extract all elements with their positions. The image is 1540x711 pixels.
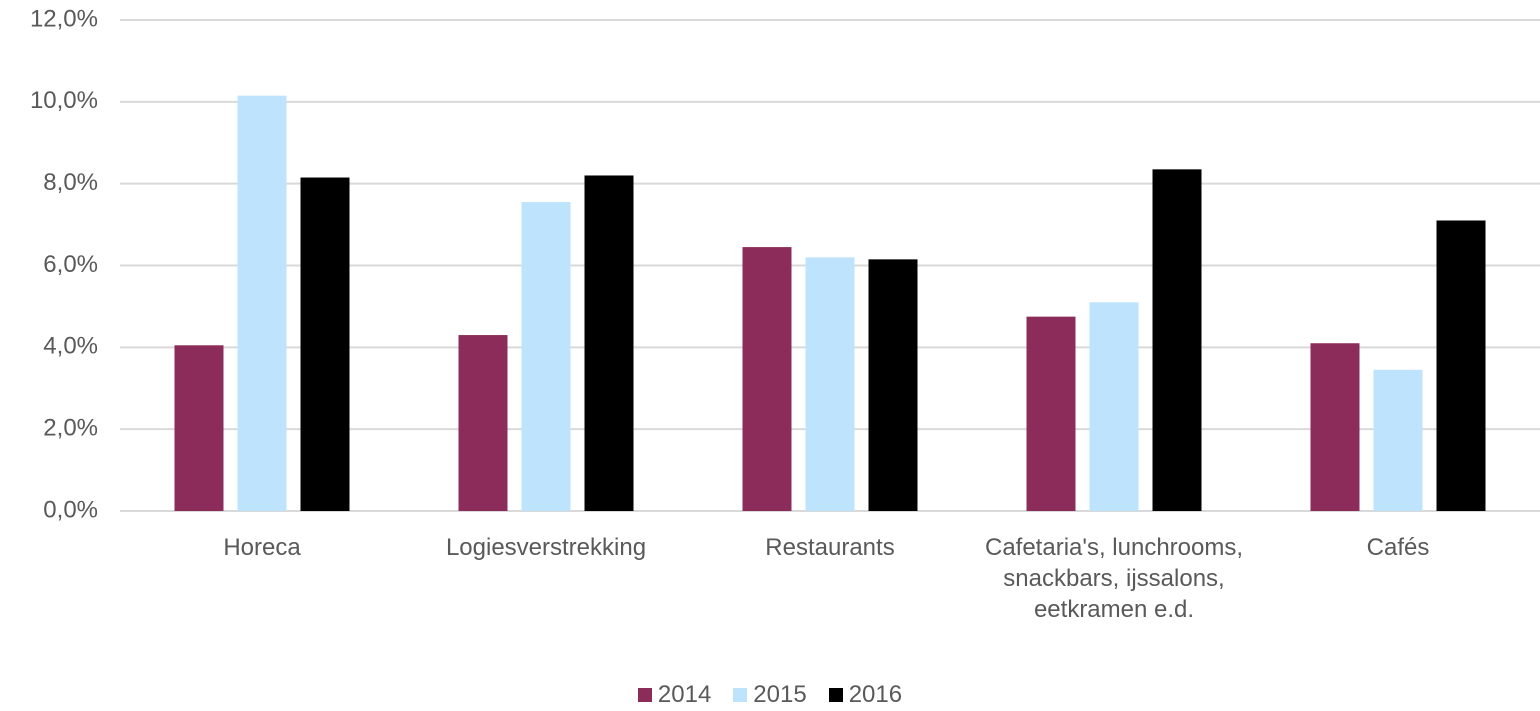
bar xyxy=(458,335,508,511)
legend-label: 2016 xyxy=(848,681,903,708)
x-tick-label: Cafetaria's, lunchrooms, snackbars, ijss… xyxy=(984,534,1244,623)
y-tick-label: 6,0% xyxy=(43,251,98,278)
bar xyxy=(742,247,792,511)
y-tick-label: 10,0% xyxy=(30,87,98,114)
bar xyxy=(584,175,634,511)
x-tick-label: Restaurants xyxy=(765,534,895,561)
bar xyxy=(868,259,918,511)
bar xyxy=(521,202,571,511)
y-tick-label: 4,0% xyxy=(43,333,98,360)
legend-item: 2015 xyxy=(733,681,807,709)
x-tick-label: Logiesverstrekking xyxy=(445,534,647,561)
bar xyxy=(1089,302,1139,511)
bar xyxy=(1373,369,1423,511)
legend: 2014 2015 2016 xyxy=(0,681,1540,709)
y-tick-label: 8,0% xyxy=(43,169,98,196)
legend-item: 2014 xyxy=(637,681,712,709)
bar xyxy=(1436,220,1486,511)
y-tick-label: 12,0% xyxy=(30,5,98,32)
legend-swatch xyxy=(637,688,652,702)
bar xyxy=(1026,316,1076,511)
bar xyxy=(237,95,287,511)
legend-label: 2014 xyxy=(657,681,712,708)
y-tick-label: 2,0% xyxy=(43,415,98,442)
x-tick-label: Horeca xyxy=(223,534,301,561)
bar xyxy=(174,345,224,511)
bar xyxy=(1152,169,1202,512)
legend-item: 2016 xyxy=(828,681,903,709)
legend-swatch xyxy=(733,688,748,702)
y-tick-label: 0,0% xyxy=(43,496,98,523)
bar xyxy=(1310,343,1360,511)
legend-label: 2015 xyxy=(753,681,807,708)
legend-swatch xyxy=(828,688,843,702)
bar xyxy=(805,257,855,511)
bar xyxy=(300,177,350,511)
x-tick-label: Cafés xyxy=(1366,534,1430,561)
